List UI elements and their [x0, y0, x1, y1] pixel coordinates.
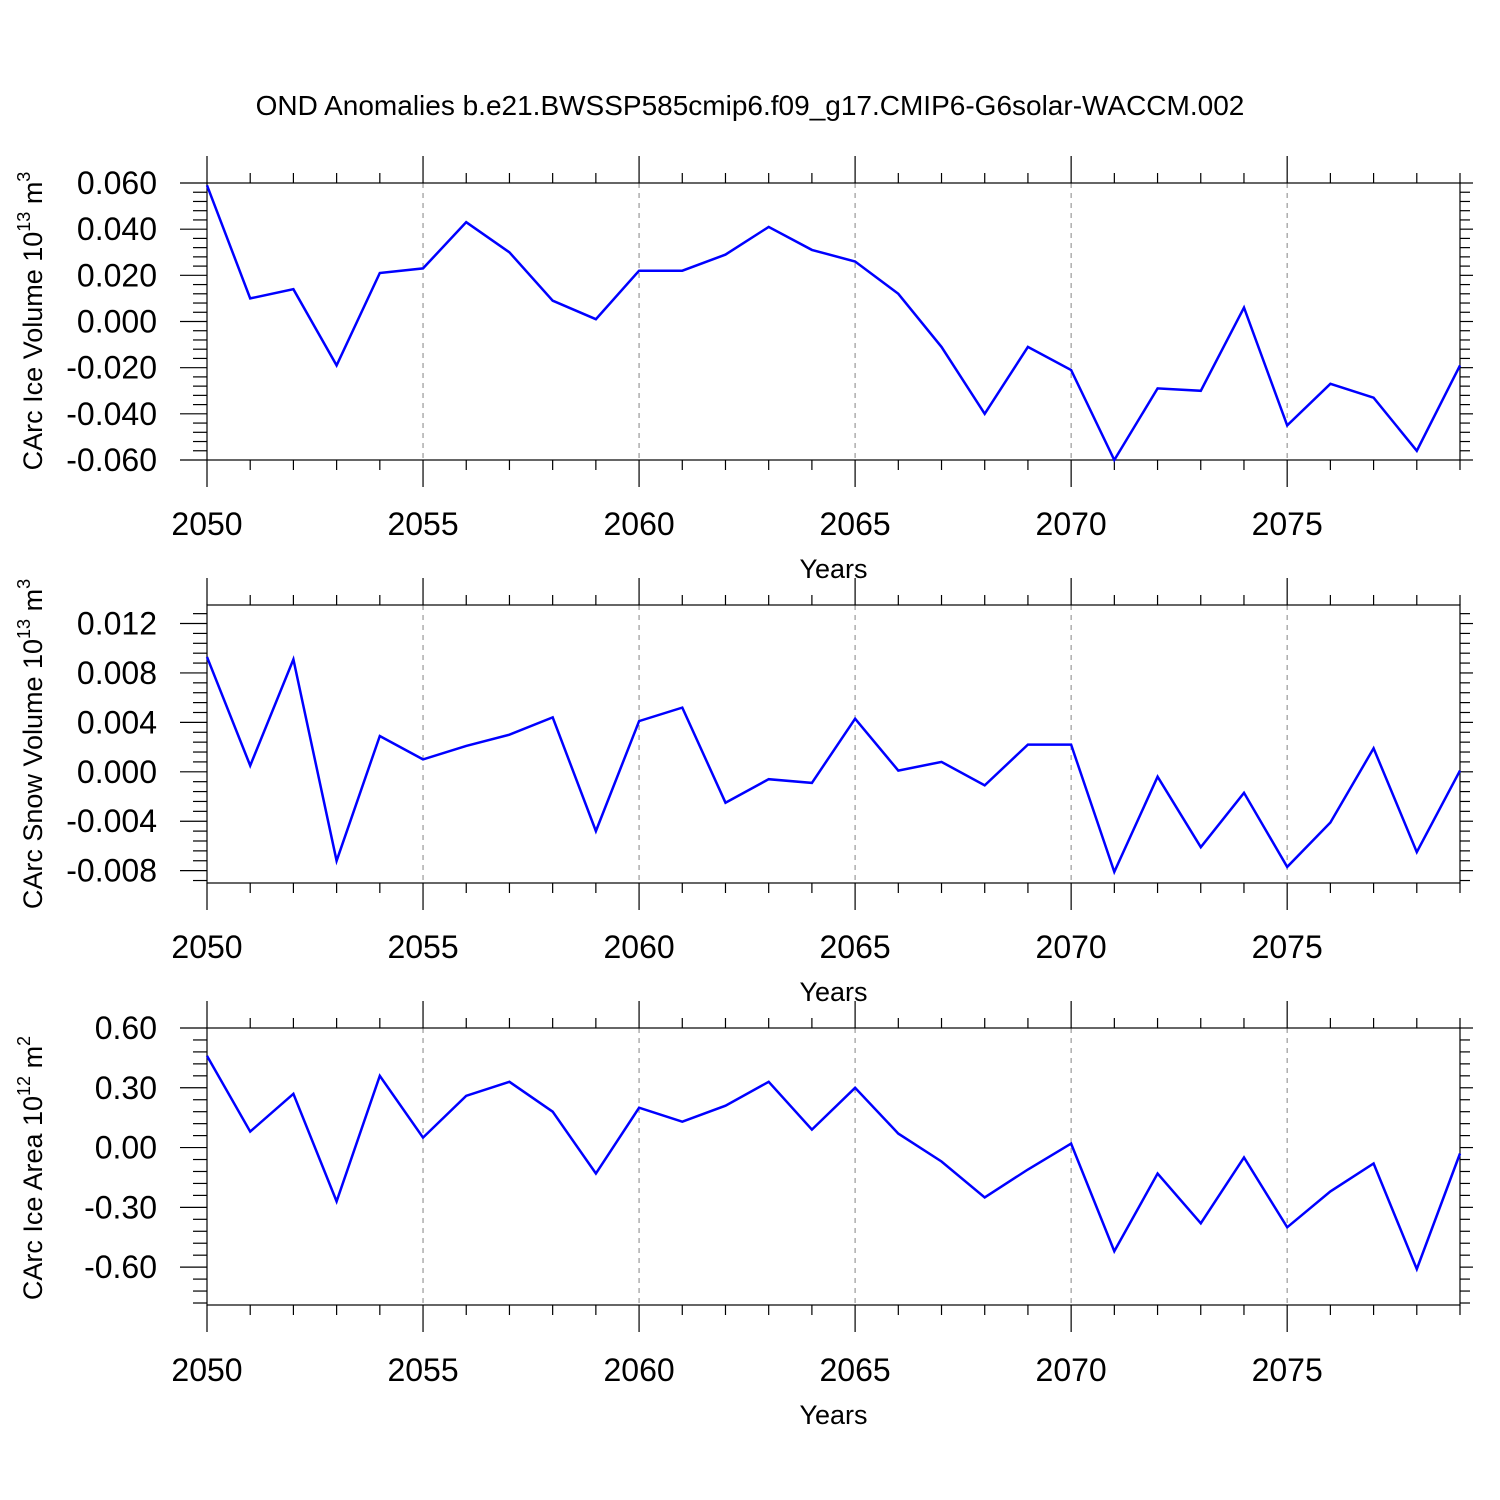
- panel-3-ytick-label: -0.30: [84, 1189, 157, 1225]
- panel-3-xtick-label: 2050: [171, 1352, 242, 1388]
- panel-3-series-line: [205, 1055, 1462, 1273]
- panel-2-ytick-label: 0.004: [77, 704, 157, 740]
- panel-3-x-axis-title: Years: [799, 1400, 867, 1430]
- panel-2-ytick-label: 0.008: [77, 655, 157, 691]
- panel-3-ytick-label: 0.00: [95, 1130, 157, 1166]
- panel-3-xtick-label: 2060: [603, 1352, 674, 1388]
- panel-2-xtick-label: 2075: [1252, 929, 1323, 965]
- panel-3-xtick-label: 2065: [820, 1352, 891, 1388]
- panel-2-ytick-label: -0.004: [66, 803, 157, 839]
- panel-1-x-axis-title: Years: [799, 554, 867, 584]
- panel-1-ytick-label: 0.060: [77, 165, 157, 201]
- panel-3-ytick-label: -0.60: [84, 1249, 157, 1285]
- panel-1-xtick-label: 2055: [387, 506, 458, 542]
- panel-1-xtick-label: 2065: [820, 506, 891, 542]
- panel-2-series-line: [205, 655, 1462, 876]
- panel-2-frame: [206, 604, 1461, 884]
- panel-1-ytick-label: 0.000: [77, 304, 157, 340]
- panel-3-frame: [206, 1027, 1461, 1306]
- panel-1-ytick-label: 0.020: [77, 257, 157, 293]
- panel-1-xtick-label: 2060: [603, 506, 674, 542]
- panel-1-xtick-label: 2050: [171, 506, 242, 542]
- panel-1-frame: [206, 182, 1461, 461]
- panel-1-series-line: [205, 184, 1462, 463]
- panel-2-xtick-label: 2065: [820, 929, 891, 965]
- panel-3-ytick-label: 0.30: [95, 1070, 157, 1106]
- panel-3-xtick-label: 2055: [387, 1352, 458, 1388]
- panel-1-ytick-label: -0.060: [66, 442, 157, 478]
- panel-3-ytick-label: 0.60: [95, 1010, 157, 1046]
- panel-2-ytick-label: 0.012: [77, 606, 157, 642]
- panel-2-xtick-label: 2050: [171, 929, 242, 965]
- panel-1-ytick-label: -0.020: [66, 350, 157, 386]
- panel-1-xtick-label: 2075: [1252, 506, 1323, 542]
- panel-1-ytick-label: -0.040: [66, 396, 157, 432]
- panel-1-ytick-label: 0.040: [77, 211, 157, 247]
- panel-1-xtick-label: 2070: [1036, 506, 1107, 542]
- panel-2-xtick-label: 2060: [603, 929, 674, 965]
- panel-2-y-axis-title: CArc Snow Volume 1013 m3: [14, 579, 48, 909]
- panel-2-ytick-label: 0.000: [77, 754, 157, 790]
- panel-3-xtick-label: 2075: [1252, 1352, 1323, 1388]
- panel-2-x-axis-title: Years: [799, 977, 867, 1007]
- panel-2-ytick-label: -0.008: [66, 853, 157, 889]
- panel-1-y-axis-title: CArc Ice Volume 1013 m3: [14, 172, 48, 471]
- panel-3-y-axis-title: CArc Ice Area 1012 m2: [14, 1036, 48, 1300]
- panel-2-xtick-label: 2055: [387, 929, 458, 965]
- panel-3-xtick-label: 2070: [1036, 1352, 1107, 1388]
- chart-title: OND Anomalies b.e21.BWSSP585cmip6.f09_g1…: [255, 90, 1245, 121]
- panel-2-xtick-label: 2070: [1036, 929, 1107, 965]
